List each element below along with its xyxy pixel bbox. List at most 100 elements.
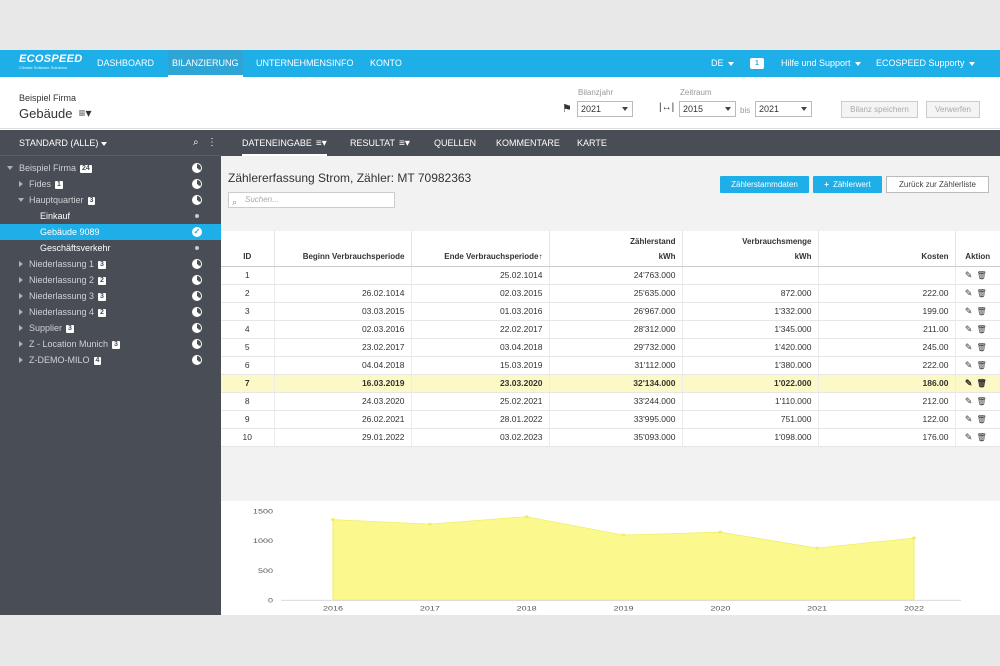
progress-pie-icon [192,275,202,285]
tab-dateneingabe[interactable]: DATENEINGABE ≡▾ [242,130,327,156]
table-row[interactable]: 2 26.02.1014 02.03.2015 25'635.000 872.000 22… [221,284,1000,303]
edit-icon[interactable]: ✎ [964,413,977,424]
tree-item-supplier[interactable]: Supplier 3 [0,320,221,336]
edit-icon[interactable]: ✎ [964,323,977,334]
delete-icon[interactable]: 🗑 [976,324,991,334]
tree-item-location-munich[interactable]: Z - Location Munich 3 [0,336,221,352]
col-end[interactable]: Ende Verbrauchsperiode↑ [411,231,550,267]
edit-icon[interactable]: ✎ [964,287,977,298]
tree-item-hauptquartier[interactable]: Hauptquartier 3 [0,192,221,208]
nav-dashboard[interactable]: DASHBOARD [97,58,155,68]
nav-unternehmensinfo[interactable]: UNTERNEHMENSINFO [256,58,354,68]
table-row[interactable]: 8 24.03.2020 25.02.2021 33'244.000 1'110.000… [221,392,1000,411]
table-row[interactable]: 4 02.03.2016 22.02.2017 28'312.000 1'345.000… [221,320,1000,339]
data-point[interactable] [427,522,432,526]
delete-icon[interactable]: 🗑 [976,306,991,316]
cell-begin: 02.03.2016 [274,320,412,339]
more-icon[interactable]: ⋮ [207,137,217,148]
language-select[interactable]: DE [711,50,734,77]
tab-kommentare[interactable]: KOMMENTARE [496,138,560,148]
save-balance-button[interactable]: Bilanz speichern [841,101,918,118]
edit-icon[interactable]: ✎ [964,431,977,442]
tree-item-demo-milo[interactable]: Z-DEMO-MILO 4 [0,352,221,368]
list-menu-icon[interactable]: ≡▾ [78,106,92,120]
user-menu[interactable]: ECOSPEED Supporty [876,50,975,77]
help-menu[interactable]: Hilfe und Support [781,50,861,77]
edit-icon[interactable]: ✎ [964,305,977,316]
add-meter-value-button[interactable]: + Zählerwert [813,176,882,193]
delete-icon[interactable]: 🗑 [976,288,991,298]
tree-item-fides[interactable]: Fides 1 [0,176,221,192]
col-stand[interactable]: Zählerstand kWh [549,231,683,267]
cell-id: 7 [221,374,275,393]
expand-icon[interactable] [19,357,23,363]
data-point[interactable] [621,533,626,537]
collapse-icon[interactable] [7,166,13,170]
tab-quellen[interactable]: QUELLEN [434,138,477,148]
edit-icon[interactable]: ✎ [964,377,977,388]
table-row[interactable]: 6 04.04.2018 15.03.2019 31'112.000 1'380.000… [221,356,1000,375]
list-menu-icon[interactable]: ≡▾ [315,138,327,149]
tree-item-einkauf[interactable]: Einkauf [0,208,221,224]
expand-icon[interactable] [19,181,23,187]
col-menge[interactable]: Verbrauchsmenge kWh [682,231,819,267]
search-icon[interactable]: ⌕ [193,137,199,148]
table-row[interactable]: 5 23.02.2017 03.04.2018 29'732.000 1'420.000… [221,338,1000,357]
filter-select[interactable]: STANDARD (ALLE) [19,138,108,148]
expand-icon[interactable] [19,277,23,283]
tab-resultat[interactable]: RESULTAT ≡▾ [350,130,410,156]
zeitraum-to-select[interactable]: 2021 [755,101,812,117]
chat-icon[interactable]: 1 [750,58,764,69]
delete-icon[interactable]: 🗑 [976,414,991,424]
tab-karte[interactable]: KARTE [577,138,607,148]
col-id[interactable]: ID [221,231,275,267]
bilanzjahr-select[interactable]: 2021 [577,101,633,117]
delete-icon[interactable]: 🗑 [976,360,991,370]
entity-title[interactable]: Gebäude ≡▾ [19,106,92,121]
nav-konto[interactable]: KONTO [370,58,402,68]
table-row[interactable]: 9 26.02.2021 28.01.2022 33'995.000 751.000 12… [221,410,1000,429]
delete-icon[interactable]: 🗑 [976,270,991,280]
zeitraum-from-select[interactable]: 2015 [679,101,736,117]
expand-icon[interactable] [19,261,23,267]
data-point[interactable] [912,536,916,540]
edit-icon[interactable]: ✎ [964,269,977,280]
col-kosten[interactable]: Kosten [818,231,956,267]
delete-icon[interactable]: 🗑 [976,342,991,352]
tree-item-gebaeude-9089[interactable]: Gebäude 9089 ✓ [0,224,221,240]
table-row[interactable]: 7 16.03.2019 23.03.2020 32'134.000 1'022.000… [221,374,1000,393]
expand-icon[interactable] [19,309,23,315]
data-point[interactable] [331,518,335,522]
count-badge: 1 [55,181,63,189]
tree-item-beispiel-firma[interactable]: Beispiel Firma 24 [0,160,221,176]
data-point[interactable] [524,515,529,519]
list-menu-icon[interactable]: ≡▾ [399,138,410,149]
data-point[interactable] [718,530,723,534]
data-point[interactable] [815,546,820,550]
edit-icon[interactable]: ✎ [964,341,977,352]
delete-icon[interactable]: 🗑 [976,396,991,406]
edit-icon[interactable]: ✎ [964,359,977,370]
col-begin[interactable]: Beginn Verbrauchsperiode [274,231,412,267]
table-row[interactable]: 1 25.02.1014 24'763.000 ✎🗑 [221,266,1000,285]
ecospeed-logo[interactable]: ECOSPEED Climate Software Solutions [19,54,83,70]
edit-icon[interactable]: ✎ [964,395,977,406]
delete-icon[interactable]: 🗑 [976,432,991,442]
nav-bilanzierung[interactable]: BILANZIERUNG [168,50,243,77]
expand-icon[interactable] [19,293,23,299]
delete-icon[interactable]: 🗑 [976,378,991,388]
table-row[interactable]: 3 03.03.2015 01.03.2016 26'967.000 1'332.000… [221,302,1000,321]
collapse-icon[interactable] [18,198,24,202]
table-row[interactable]: 10 29.01.2022 03.02.2023 35'093.000 1'098.00… [221,428,1000,447]
tree-item-geschaeftsverkehr[interactable]: Geschäftsverkehr [0,240,221,256]
expand-icon[interactable] [19,325,23,331]
back-to-list-button[interactable]: Zurück zur Zählerliste [886,176,989,193]
expand-icon[interactable] [19,341,23,347]
discard-button[interactable]: Verwerfen [926,101,980,118]
meter-master-data-button[interactable]: Zählerstammdaten [720,176,809,193]
search-input[interactable]: ⌕ Suchen... [228,192,395,208]
